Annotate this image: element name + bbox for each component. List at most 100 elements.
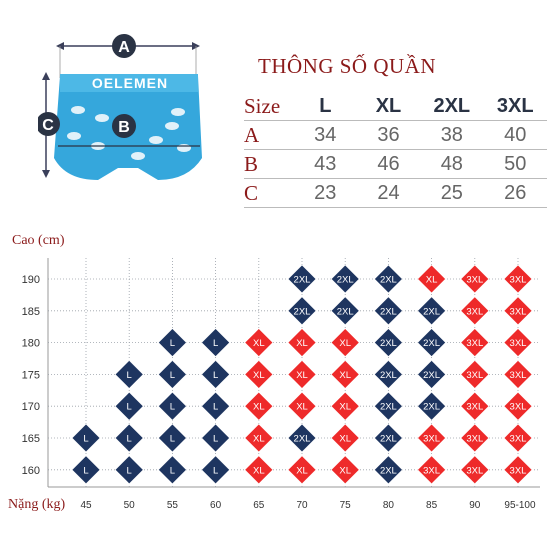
spec-header-row: Size L XL 2XL 3XL	[244, 92, 547, 121]
svg-text:XL: XL	[253, 434, 265, 445]
size-marker-2xl: 2XL	[373, 455, 403, 485]
dimension-b-badge	[112, 114, 136, 138]
x-tick-label: 55	[167, 500, 179, 511]
svg-text:L: L	[213, 434, 218, 445]
size-marker-2xl: 2XL	[373, 391, 403, 421]
size-marker-l: L	[157, 423, 187, 453]
dimension-a-badge	[112, 34, 136, 58]
size-marker-l: L	[201, 391, 231, 421]
svg-text:2XL: 2XL	[380, 465, 397, 476]
svg-text:L: L	[83, 434, 88, 445]
svg-text:2XL: 2XL	[294, 306, 311, 317]
x-tick-label: 70	[296, 500, 308, 511]
svg-text:2XL: 2XL	[423, 402, 440, 413]
svg-text:XL: XL	[339, 370, 351, 381]
size-marker-xl: XL	[287, 391, 317, 421]
svg-text:2XL: 2XL	[423, 338, 440, 349]
size-marker-l: L	[71, 455, 101, 485]
size-marker-2xl: 2XL	[373, 296, 403, 326]
spec-value: 26	[483, 178, 547, 208]
boxer-shorts-illustration: A OELEMEN C B	[38, 34, 202, 180]
svg-text:2XL: 2XL	[380, 434, 397, 445]
size-marker-2xl: 2XL	[373, 423, 403, 453]
size-marker-xl: XL	[330, 423, 360, 453]
svg-text:L: L	[213, 465, 218, 476]
spec-value: 40	[483, 120, 547, 150]
svg-text:OELEMEN: OELEMEN	[92, 75, 168, 91]
size-marker-l: L	[157, 391, 187, 421]
size-marker-2xl: 2XL	[287, 296, 317, 326]
size-marker-l: L	[157, 328, 187, 358]
size-marker-xl: XL	[330, 391, 360, 421]
size-marker-3xl: 3XL	[503, 359, 533, 389]
svg-text:3XL: 3XL	[510, 402, 527, 413]
svg-text:XL: XL	[253, 402, 265, 413]
svg-text:3XL: 3XL	[423, 434, 440, 445]
x-tick-label: 80	[383, 500, 395, 511]
spec-value: 36	[356, 120, 421, 150]
svg-text:XL: XL	[296, 338, 308, 349]
svg-text:L: L	[170, 370, 175, 381]
size-spec-table: Size L XL 2XL 3XL A 34 36 38 40 B 43 46 …	[244, 92, 547, 208]
x-tick-label: 45	[80, 500, 92, 511]
spec-value: 24	[356, 178, 421, 208]
size-marker-3xl: 3XL	[417, 423, 447, 453]
spec-value: 34	[293, 120, 357, 150]
y-axis-title: Cao (cm)	[12, 233, 65, 248]
size-marker-xl: XL	[287, 328, 317, 358]
size-marker-3xl: 3XL	[460, 264, 490, 294]
svg-text:2XL: 2XL	[294, 434, 311, 445]
svg-text:2XL: 2XL	[380, 402, 397, 413]
size-marker-xl: XL	[417, 264, 447, 294]
size-marker-2xl: 2XL	[417, 296, 447, 326]
svg-text:XL: XL	[339, 465, 351, 476]
size-marker-l: L	[201, 423, 231, 453]
spec-row-b: B 43 46 48 50	[244, 149, 547, 179]
size-header: 3XL	[483, 92, 547, 121]
svg-text:XL: XL	[339, 402, 351, 413]
size-marker-xl: XL	[287, 359, 317, 389]
size-marker-xl: XL	[330, 359, 360, 389]
size-marker-xl: XL	[244, 391, 274, 421]
size-marker-l: L	[114, 455, 144, 485]
svg-text:XL: XL	[426, 275, 438, 286]
spec-value: 46	[356, 149, 421, 179]
size-marker-l: L	[201, 455, 231, 485]
svg-text:XL: XL	[253, 338, 265, 349]
size-marker-xl: XL	[287, 455, 317, 485]
size-marker-xl: XL	[244, 455, 274, 485]
spec-value: 25	[420, 178, 484, 208]
spec-value: 50	[483, 149, 547, 179]
spec-value: 38	[420, 120, 484, 150]
svg-text:L: L	[213, 402, 218, 413]
x-tick-label: 60	[210, 500, 222, 511]
size-marker-xl: XL	[330, 455, 360, 485]
spec-header-label: Size	[244, 92, 294, 121]
size-header: L	[293, 92, 357, 121]
size-marker-3xl: 3XL	[503, 296, 533, 326]
spec-value: 48	[420, 149, 484, 179]
y-tick-label: 190	[22, 274, 40, 286]
svg-text:2XL: 2XL	[380, 338, 397, 349]
svg-text:3XL: 3XL	[510, 370, 527, 381]
size-marker-3xl: 3XL	[460, 423, 490, 453]
x-axis-title: Nặng (kg)	[8, 497, 66, 512]
y-tick-label: 175	[22, 369, 40, 381]
svg-text:XL: XL	[296, 402, 308, 413]
spec-row-c: C 23 24 25 26	[244, 178, 547, 208]
size-marker-3xl: 3XL	[503, 391, 533, 421]
svg-text:3XL: 3XL	[466, 275, 483, 286]
size-marker-3xl: 3XL	[460, 328, 490, 358]
size-marker-l: L	[114, 359, 144, 389]
x-tick-label: 50	[124, 500, 136, 511]
svg-text:L: L	[170, 434, 175, 445]
svg-text:3XL: 3XL	[423, 465, 440, 476]
svg-text:C: C	[42, 117, 54, 134]
size-marker-2xl: 2XL	[330, 264, 360, 294]
svg-text:3XL: 3XL	[466, 402, 483, 413]
x-tick-label: 75	[340, 500, 352, 511]
svg-text:3XL: 3XL	[510, 434, 527, 445]
size-marker-xl: XL	[244, 423, 274, 453]
size-marker-l: L	[114, 391, 144, 421]
size-marker-3xl: 3XL	[460, 296, 490, 326]
